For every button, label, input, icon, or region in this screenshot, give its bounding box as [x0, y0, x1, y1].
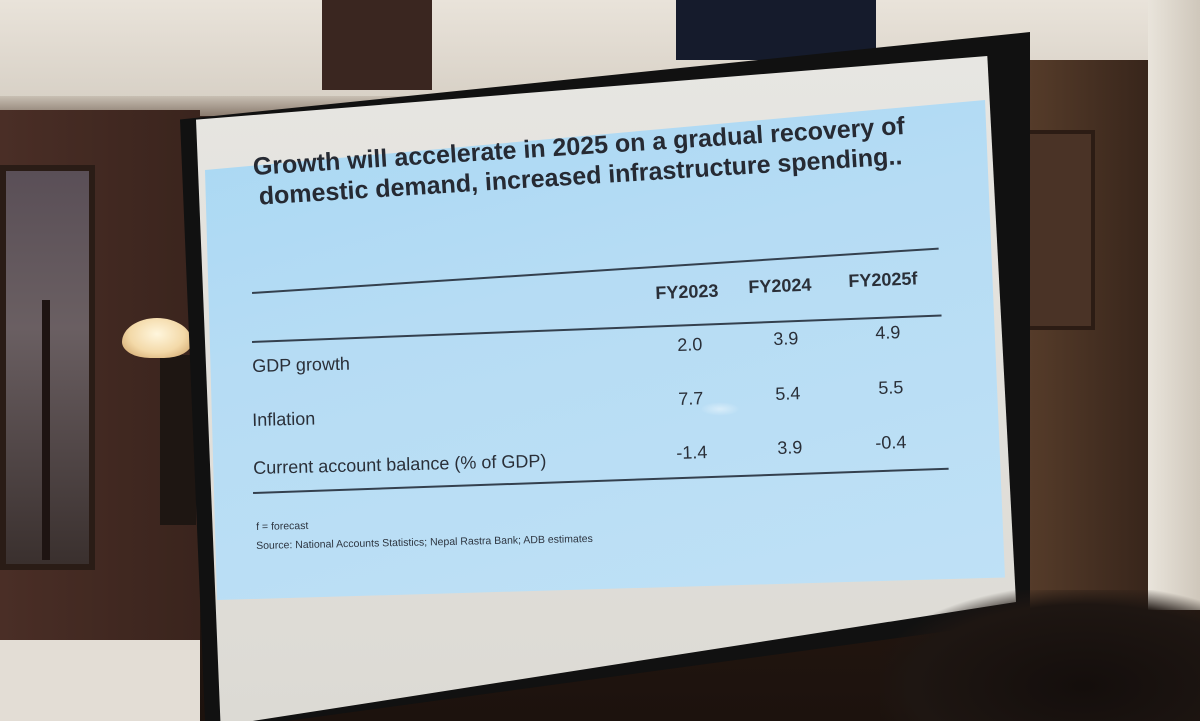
wall-lamp-icon [122, 318, 192, 358]
slide-title: Growth will accelerate in 2025 on a grad… [252, 108, 954, 212]
left-wainscot [0, 640, 200, 721]
right-column [1148, 0, 1200, 610]
projector-glare [700, 402, 740, 416]
cell-gdp-fy2025f: 4.9 [875, 322, 901, 343]
column-header-fy2023: FY2023 [655, 280, 719, 303]
wall-lamp-bracket [160, 355, 196, 525]
audience-heads [880, 590, 1200, 721]
ceiling-vent [676, 0, 876, 60]
cell-cab-fy2024: 3.9 [777, 437, 803, 458]
table-header-rule [252, 314, 942, 343]
cell-inflation-fy2024: 5.4 [775, 383, 801, 404]
projected-slide [205, 100, 1005, 600]
source-note: Source: National Accounts Statistics; Ne… [256, 532, 593, 552]
column-header-fy2024: FY2024 [748, 274, 812, 297]
cell-gdp-fy2023: 2.0 [677, 334, 703, 355]
right-wall-panel [1020, 130, 1095, 330]
ceiling-beam [322, 0, 432, 90]
row-label-gdp-growth: GDP growth [252, 353, 351, 376]
row-label-inflation: Inflation [252, 408, 316, 430]
footnote-forecast: f = forecast [256, 519, 309, 533]
column-header-fy2025f: FY2025f [848, 268, 918, 291]
table-top-rule [252, 247, 939, 294]
cell-cab-fy2025f: -0.4 [875, 432, 907, 453]
mirror-reflection [42, 300, 50, 560]
cell-cab-fy2023: -1.4 [676, 442, 708, 463]
cell-gdp-fy2024: 3.9 [773, 328, 799, 349]
row-label-current-account: Current account balance (% of GDP) [253, 450, 547, 478]
cell-inflation-fy2025f: 5.5 [878, 377, 904, 398]
